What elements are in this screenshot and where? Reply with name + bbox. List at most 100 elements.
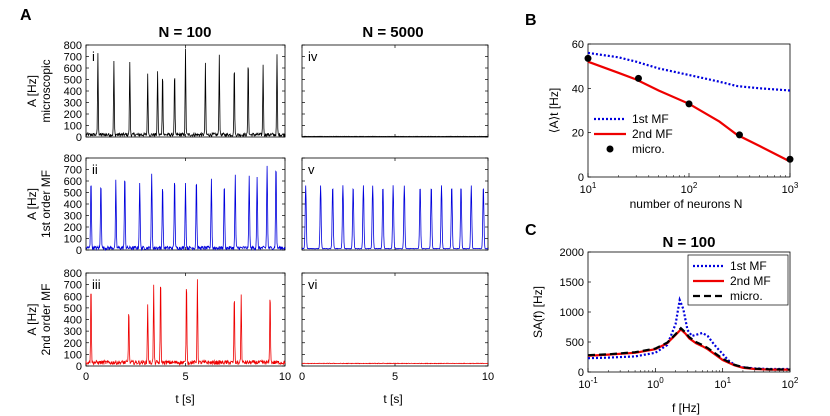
ytick-label: 400: [64, 315, 82, 327]
panel-label-vi: vi: [308, 277, 318, 292]
panel-b-legend-marker: [606, 145, 614, 153]
ytick-label: 300: [64, 98, 82, 110]
panel-c-series-1: [587, 295, 790, 371]
trace-i: [85, 48, 286, 138]
ytick-label: 100: [64, 349, 82, 361]
ytick-label: 100: [64, 121, 82, 133]
ytick-label: 500: [64, 188, 82, 200]
panel-label-v: v: [308, 162, 315, 177]
panel-c-legend-label: 2nd MF: [730, 274, 771, 288]
panel-label-iv: iv: [308, 49, 318, 64]
panel-b-ylabel: ⟨A⟩t [Hz]: [547, 88, 561, 133]
ytick-label: 0: [76, 132, 82, 144]
ytick-label: 0: [76, 361, 82, 373]
panel-c-ytick-label: 500: [566, 337, 584, 349]
panel-c-legend-label: micro.: [730, 289, 763, 303]
ytick-label: 0: [76, 245, 82, 257]
xtick-label: 0: [299, 371, 305, 383]
panel-frame-iv: [301, 44, 489, 138]
ytick-label: 100: [64, 234, 82, 246]
ytick-label: 700: [64, 280, 82, 292]
panel-b-series-2: [587, 60, 791, 163]
panel-c-legend-label: 1st MF: [730, 259, 767, 273]
panel-a-xlabel-right: t [s]: [383, 392, 402, 406]
panel-b-micro-point: [685, 100, 693, 108]
panel-c-xtick-label: 102: [782, 376, 799, 391]
ytick-label: 800: [64, 40, 82, 52]
trace-ii: [86, 165, 286, 252]
ytick-label: 200: [64, 338, 82, 350]
trace-v: [301, 185, 489, 250]
panel-letter-a: A: [20, 7, 32, 24]
row-ylabel-1: A [Hz]: [25, 75, 39, 107]
panel-c-ytick-label: 2000: [560, 247, 584, 259]
ytick-label: 800: [64, 268, 82, 280]
ytick-label: 300: [64, 326, 82, 338]
xtick-label: 10: [279, 371, 291, 383]
column-title-n5000: N = 5000: [362, 24, 423, 41]
panel-c-xtick-label: 10-1: [578, 376, 598, 391]
panel-c-ytick-label: 1500: [560, 277, 584, 289]
column-title-n100: N = 100: [159, 24, 212, 41]
panel-letter-c: C: [525, 222, 537, 239]
panel-frame-vi: [301, 272, 489, 367]
row-label-1: microscopic: [39, 59, 53, 122]
ytick-label: 600: [64, 63, 82, 75]
ytick-label: 200: [64, 109, 82, 121]
ytick-label: 400: [64, 86, 82, 98]
panel-b-ytick-label: 20: [572, 128, 584, 140]
ytick-label: 600: [64, 176, 82, 188]
panel-a-xlabel-left: t [s]: [175, 392, 194, 406]
row-label-2: 1st order MF: [39, 170, 53, 238]
row-ylabel-2: A [Hz]: [25, 188, 39, 220]
panel-c-xlabel: f [Hz]: [672, 401, 700, 415]
panel-letter-b: B: [525, 12, 537, 29]
panel-b-xtick-label: 102: [681, 181, 698, 196]
panel-c-series-3: [587, 326, 791, 371]
panel-c-group: 0 500 1000 1500 2000 10-1 100 101 102 SA(f) [Hz] 1…: [531, 247, 799, 391]
panel-label-iii: iii: [92, 277, 101, 292]
xtick-label: 10: [482, 371, 494, 383]
panel-c-xtick-label: 101: [714, 376, 731, 391]
ytick-label: 700: [64, 52, 82, 64]
ytick-label: 800: [64, 153, 82, 165]
panel-b-micro-point: [634, 74, 642, 82]
panel-c-ylabel: SA(f) [Hz]: [531, 286, 545, 338]
panel-b-ytick-label: 60: [572, 39, 584, 51]
panel-c-title: N = 100: [663, 234, 716, 251]
panel-b-xlabel: number of neurons N: [630, 197, 743, 211]
ytick-label: 500: [64, 75, 82, 87]
panel-b-ytick-label: 0: [578, 172, 584, 184]
trace-vi: [301, 362, 489, 365]
panel-c-ytick-label: 0: [578, 367, 584, 379]
panel-c-ytick-label: 1000: [560, 307, 584, 319]
ytick-label: 700: [64, 165, 82, 177]
row-label-3: 2nd order MF: [39, 283, 53, 355]
panel-b-xtick-label: 101: [580, 181, 597, 196]
ytick-label: 400: [64, 199, 82, 211]
xtick-label: 5: [182, 371, 188, 383]
panel-b-xtick-label: 103: [782, 181, 799, 196]
row-ylabel-3: A [Hz]: [25, 303, 39, 335]
trace-iii: [85, 279, 286, 366]
panel-c-xtick-label: 100: [647, 376, 664, 391]
ytick-label: 300: [64, 211, 82, 223]
panel-b-micro-point: [584, 54, 592, 62]
panel-b-legend-label: 2nd MF: [632, 127, 673, 141]
panel-b-series-1: [587, 51, 791, 92]
ytick-label: 200: [64, 222, 82, 234]
panel-b-ytick-label: 40: [572, 83, 584, 95]
panel-label-i: i: [92, 49, 95, 64]
ytick-label: 600: [64, 291, 82, 303]
xtick-label: 0: [83, 371, 89, 383]
panel-b-micro-point: [786, 155, 794, 163]
panel-b-micro-point: [735, 131, 743, 139]
panel-label-ii: ii: [92, 162, 98, 177]
panel-b-legend-label: 1st MF: [632, 112, 669, 126]
panel-b-frame: [587, 43, 791, 178]
ytick-label: 500: [64, 303, 82, 315]
xtick-label: 5: [392, 371, 398, 383]
